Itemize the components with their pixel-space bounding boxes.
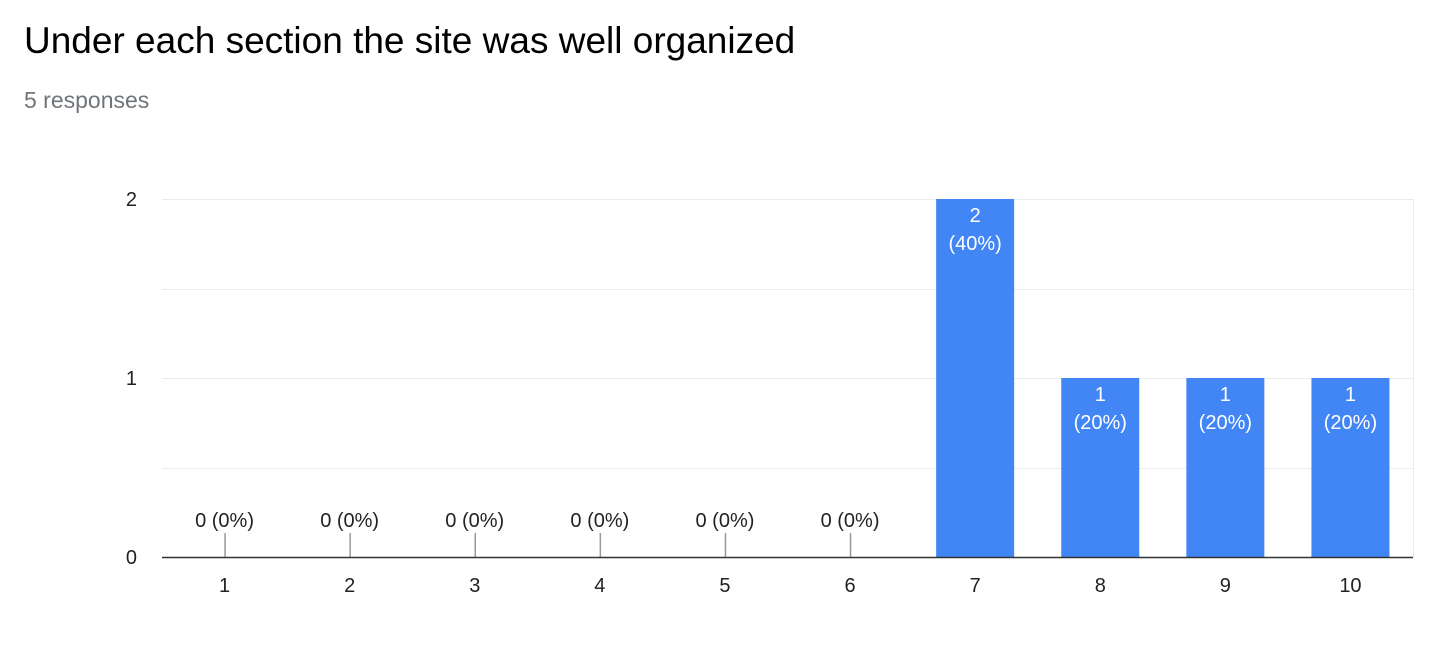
bar-data-label: 0 (0%) xyxy=(570,510,629,532)
bar-data-label: (20%) xyxy=(1324,412,1377,434)
chart-title: Under each section the site was well org… xyxy=(24,20,796,61)
x-tick-label: 7 xyxy=(970,575,981,597)
bar-data-label: 0 (0%) xyxy=(195,510,254,532)
bar-data-label: 0 (0%) xyxy=(445,510,504,532)
bar xyxy=(1186,378,1265,557)
bar-data-label: 1 xyxy=(1345,384,1356,406)
x-tick-label: 9 xyxy=(1220,575,1231,597)
x-tick-label: 1 xyxy=(219,575,230,597)
bar-data-label: 0 (0%) xyxy=(821,510,880,532)
bar-data-label: (20%) xyxy=(1074,412,1127,434)
x-tick-label: 8 xyxy=(1095,575,1106,597)
y-tick-label: 0 xyxy=(126,547,137,569)
bar-data-label: 2 xyxy=(970,205,981,227)
bar-data-label: 0 (0%) xyxy=(320,510,379,532)
bar-data-label: 1 xyxy=(1095,384,1106,406)
bar-data-label: 0 (0%) xyxy=(695,510,754,532)
y-tick-label: 2 xyxy=(126,189,137,211)
x-tick-label: 2 xyxy=(344,575,355,597)
y-tick-label: 1 xyxy=(126,368,137,390)
bar xyxy=(1311,378,1390,557)
bar-data-label: (20%) xyxy=(1199,412,1252,434)
bar xyxy=(1061,378,1140,557)
x-tick-label: 6 xyxy=(844,575,855,597)
response-count: 5 responses xyxy=(24,87,150,113)
bar-data-label: 1 xyxy=(1220,384,1231,406)
x-tick-label: 3 xyxy=(469,575,480,597)
x-tick-label: 10 xyxy=(1339,575,1361,597)
x-tick-label: 5 xyxy=(719,575,730,597)
bar xyxy=(936,199,1015,557)
x-tick-label: 4 xyxy=(594,575,605,597)
bar-data-label: (40%) xyxy=(948,233,1001,255)
